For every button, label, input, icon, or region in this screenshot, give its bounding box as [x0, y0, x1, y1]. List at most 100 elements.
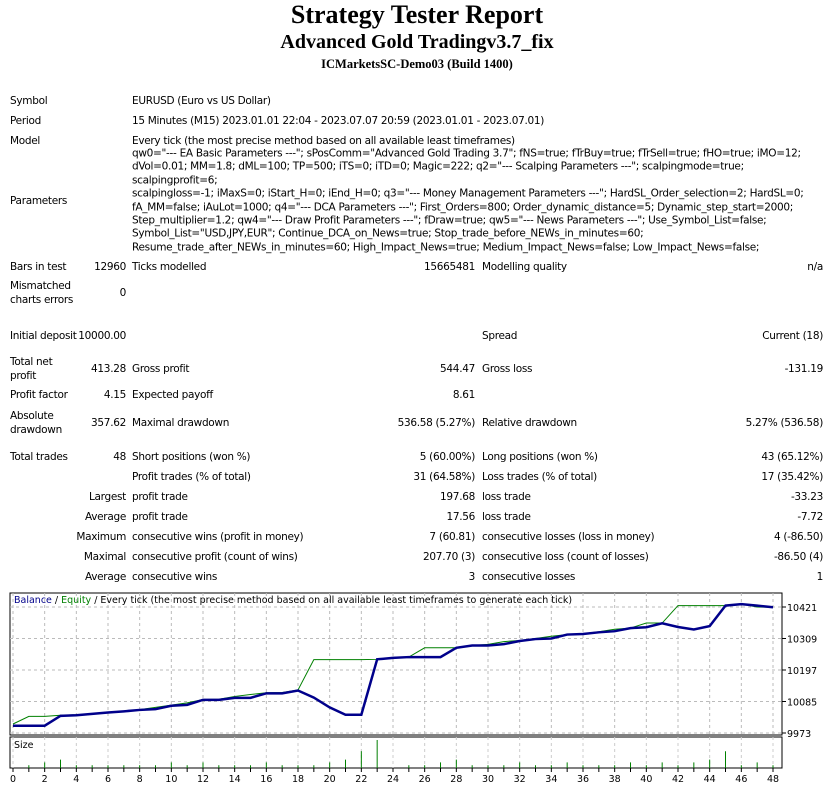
- col3-value: 17 (35.42%): [761, 471, 823, 483]
- parameter-line: Symbol_List="USD,JPY,EUR"; Continue_DCA_…: [132, 227, 644, 240]
- col2-value: 31 (64.58%): [413, 471, 475, 483]
- x-tick-label: 40: [640, 774, 652, 785]
- col2-label: Maximal drawdown: [132, 417, 230, 429]
- x-tick-label: 8: [137, 774, 143, 785]
- parameter-line: fA_MM=false; iAuLot=1000; q4="--- DCA Pa…: [132, 201, 793, 213]
- x-tick-label: 28: [450, 774, 462, 785]
- stats-row: Bars in test 12960 Ticks modelled 15665481 M…: [0, 252, 834, 282]
- model-row: Model Every tick (the most precise metho…: [0, 134, 834, 148]
- row-label: Absolute drawdown: [10, 410, 62, 436]
- row-value: 413.28: [91, 363, 126, 375]
- col3-value: 43 (65.12%): [761, 451, 823, 463]
- col3-label: consecutive loss (count of losses): [482, 551, 649, 563]
- col3-label: loss trade: [482, 491, 531, 503]
- col3-label: Long positions (won %): [482, 451, 598, 463]
- col3-label: Relative drawdown: [482, 417, 577, 429]
- value: Every tick (the most precise method base…: [132, 135, 515, 147]
- parameters-value: qw0="--- EA Basic Parameters ---"; sPosC…: [132, 147, 822, 254]
- symbol-row: Symbol EURUSD (Euro vs US Dollar): [0, 94, 834, 108]
- x-tick-label: 2: [42, 774, 48, 785]
- value: 15 Minutes (M15) 2023.01.01 22:04 - 2023…: [132, 115, 545, 127]
- stats-row: Total trades 48 Short positions (won %) 5 (…: [0, 442, 834, 472]
- col2-value: 536.58 (5.27%): [397, 417, 476, 429]
- col2-label: consecutive profit (count of wins): [132, 551, 298, 563]
- col3-label: Modelling quality: [482, 261, 567, 273]
- col2-value: 5 (60.00%): [419, 451, 476, 463]
- x-tick-label: 0: [10, 774, 16, 785]
- col2-value: 8.61: [452, 389, 475, 401]
- period-row: Period 15 Minutes (M15) 2023.01.01 22:04…: [0, 114, 834, 128]
- balance-line: [13, 602, 774, 727]
- x-tick-label: 44: [704, 774, 716, 785]
- stats-row: Average consecutive wins 3 consecutive loss…: [0, 562, 834, 592]
- row-value: 10000.00: [78, 330, 126, 342]
- x-tick-label: 10: [165, 774, 177, 785]
- row-label: Profit factor: [10, 389, 68, 401]
- col3-label: loss trade: [482, 511, 531, 523]
- col3-value: -131.19: [784, 363, 824, 375]
- col3-label: Gross loss: [482, 363, 533, 375]
- x-tick-label: 6: [105, 774, 111, 785]
- row-value: 357.62: [91, 417, 126, 429]
- stats-row: Maximum consecutive wins (profit in money…: [0, 522, 834, 552]
- row-value: 48: [113, 451, 126, 463]
- col2-value: 15665481: [423, 261, 475, 273]
- stats-row: Mismatched charts errors 0: [0, 278, 834, 308]
- col2-label: Short positions (won %): [132, 451, 251, 463]
- stats-row: Total net profit 413.28 Gross profit 544.47…: [0, 354, 834, 384]
- col2-value: 544.47: [440, 363, 475, 375]
- x-tick-label: 16: [260, 774, 272, 785]
- col3-label: consecutive losses: [482, 571, 576, 583]
- col3-value: 4 (-86.50): [773, 531, 823, 543]
- col3-label: consecutive losses (loss in money): [482, 531, 655, 543]
- row-label: Total net profit: [10, 356, 53, 382]
- col2-value: 197.68: [440, 491, 475, 503]
- col2-value: 207.70 (3): [423, 551, 475, 563]
- server-build: ICMarketsSC-Demo03 (Build 1400): [321, 57, 513, 71]
- stats-row: Profit trades (% of total) 31 (64.58%) Los…: [0, 462, 834, 492]
- x-tick-label: 20: [324, 774, 336, 785]
- label: Symbol: [10, 95, 48, 107]
- parameter-line: Step_multiplier=1.2; qw4="--- Draw Profi…: [132, 214, 767, 227]
- x-tick-label: 30: [482, 774, 494, 785]
- x-tick-label: 42: [672, 774, 684, 785]
- col2-value: 7 (60.81): [429, 531, 475, 543]
- row-value: Average: [84, 511, 126, 523]
- stats-row: Maximal consecutive profit (count of wins…: [0, 542, 834, 572]
- row-label: Mismatched charts errors: [10, 280, 74, 306]
- x-tick-label: 18: [292, 774, 304, 785]
- col2-label: Profit trades (% of total): [132, 471, 251, 483]
- stats-row: Average profit trade 17.56 loss trade -7.72: [0, 502, 834, 532]
- x-tick-label: 26: [419, 774, 431, 785]
- x-tick-label: 48: [767, 774, 779, 785]
- row-value: Maximum: [76, 531, 126, 543]
- row-value: Maximal: [83, 551, 126, 563]
- x-tick-label: 22: [355, 774, 367, 785]
- col3-value: n/a: [807, 261, 823, 273]
- parameter-line: Resume_trade_after_NEWs_in_minutes=60; H…: [132, 241, 760, 254]
- col3-value: 1: [816, 571, 824, 583]
- y-tick-label: 10421: [787, 603, 817, 614]
- label: Parameters: [10, 195, 68, 207]
- col2-label: consecutive wins: [132, 571, 218, 583]
- x-tick-label: 14: [229, 774, 241, 785]
- col2-value: 17.56: [446, 511, 475, 523]
- col3-value: -7.72: [797, 511, 823, 523]
- row-value: Average: [84, 571, 126, 583]
- row-label: Initial deposit: [10, 330, 77, 342]
- col3-value: Current (18): [762, 330, 823, 342]
- size-panel: [9, 736, 783, 769]
- parameter-line: qw0="--- EA Basic Parameters ---"; sPosC…: [132, 147, 801, 160]
- x-tick-label: 32: [514, 774, 526, 785]
- size-label: Size: [14, 740, 34, 751]
- row-label: Bars in test: [10, 261, 67, 273]
- row-label: Total trades: [10, 451, 68, 463]
- y-tick-label: 10197: [787, 666, 817, 677]
- stats-row: Profit factor 4.15 Expected payoff 8.61: [0, 380, 834, 410]
- parameters-row: Parameters qw0="--- EA Basic Parameters …: [0, 147, 834, 253]
- balance-chart: 0 2 4 6 8 10 12 14 16 18 20 22 24 26 28 30 32 34 36 38 40 42 4…: [9, 592, 817, 785]
- row-value: 0: [119, 287, 127, 299]
- parameter-line: scalpingloss=-1; iMaxS=0; iStart_H=0; iE…: [132, 187, 804, 200]
- col3-value: -86.50 (4): [773, 551, 823, 563]
- col2-value: 3: [468, 571, 476, 583]
